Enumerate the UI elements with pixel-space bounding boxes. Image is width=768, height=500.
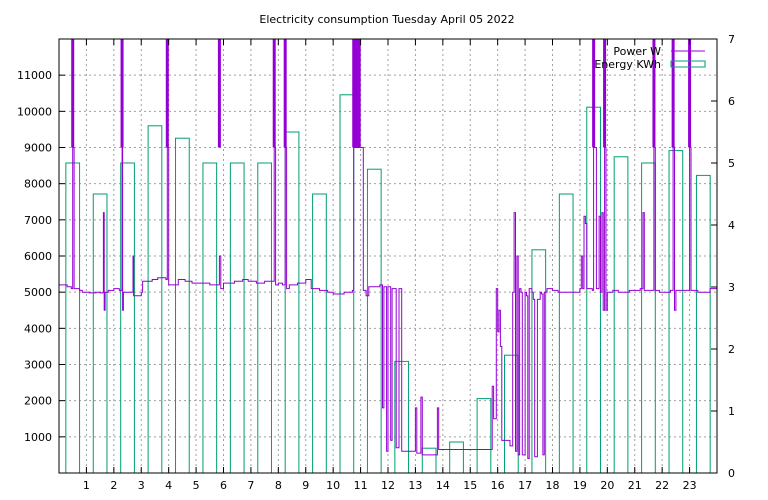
x-tick-label: 1: [83, 479, 90, 492]
x-tick-label: 19: [573, 479, 587, 492]
y-left-tick-label: 8000: [24, 178, 52, 191]
x-tick-label: 6: [220, 479, 227, 492]
y-left-tick-label: 10000: [17, 105, 52, 118]
power-spike: [217, 39, 221, 148]
y-left-tick-label: 7000: [24, 214, 52, 227]
chart-title: Electricity consumption Tuesday April 05…: [259, 13, 514, 26]
x-tick-label: 14: [436, 479, 450, 492]
x-tick-label: 13: [408, 479, 422, 492]
power-spike: [283, 39, 287, 148]
x-tick-label: 20: [600, 479, 614, 492]
power-spike: [603, 39, 607, 148]
plot-frame: [58, 38, 718, 474]
x-tick-label: 21: [628, 479, 642, 492]
power-spike: [671, 39, 675, 148]
y-right-tick-label: 4: [728, 219, 735, 232]
x-tick-label: 18: [546, 479, 560, 492]
y-left-tick-label: 4000: [24, 322, 52, 335]
x-tick-label: 5: [193, 479, 200, 492]
x-tick-label: 12: [381, 479, 395, 492]
legend: Power W Energy KWh: [594, 45, 706, 71]
axes: [58, 38, 718, 474]
y-right-tick-label: 7: [728, 33, 735, 46]
x-tick-label: 7: [247, 479, 254, 492]
y-left-tick-label: 3000: [24, 359, 52, 372]
x-tick-label: 9: [302, 479, 309, 492]
y-left-tick-label: 6000: [24, 250, 52, 263]
y-right-tick-label: 0: [728, 467, 735, 480]
y-left-tick-label: 11000: [17, 69, 52, 82]
y-left-tick-label: 5000: [24, 286, 52, 299]
y-left-tick-label: 2000: [24, 395, 52, 408]
x-tick-label: 2: [110, 479, 117, 492]
power-spike: [120, 39, 124, 148]
power-spike: [352, 39, 356, 148]
x-tick-label: 10: [326, 479, 340, 492]
power-spike: [272, 39, 276, 148]
power-spike: [165, 39, 169, 148]
y-left-tick-label: 9000: [24, 142, 52, 155]
x-tick-label: 4: [165, 479, 172, 492]
power-spike: [688, 39, 692, 148]
power-spike: [592, 39, 596, 148]
y-left-tick-label: 1000: [24, 431, 52, 444]
x-tick-label: 3: [138, 479, 145, 492]
power-spike: [357, 39, 361, 148]
x-tick-label: 11: [354, 479, 368, 492]
legend-label-energy: Energy KWh: [594, 58, 661, 71]
x-tick-label: 23: [683, 479, 697, 492]
y-right-tick-label: 3: [728, 281, 735, 294]
tick-labels: 1 2 3 4 5 6 7 8 9 10 11 12 13 14 15 16 17 18 19 20 21 22 23100…: [17, 33, 735, 492]
x-tick-label: 8: [275, 479, 282, 492]
y-right-tick-label: 1: [728, 405, 735, 418]
power-spike: [71, 39, 75, 148]
y-right-tick-label: 6: [728, 95, 735, 108]
x-tick-label: 22: [655, 479, 669, 492]
x-tick-label: 15: [463, 479, 477, 492]
power-spike: [354, 39, 358, 148]
y-right-tick-label: 5: [728, 157, 735, 170]
power-line: [59, 39, 718, 459]
power-spike: [652, 39, 656, 148]
x-tick-label: 16: [491, 479, 505, 492]
y-right-tick-label: 2: [728, 343, 735, 356]
power-trace: [59, 147, 718, 459]
legend-label-power: Power W: [613, 45, 661, 58]
x-tick-label: 17: [518, 479, 532, 492]
legend-swatch-energy: [670, 60, 706, 68]
